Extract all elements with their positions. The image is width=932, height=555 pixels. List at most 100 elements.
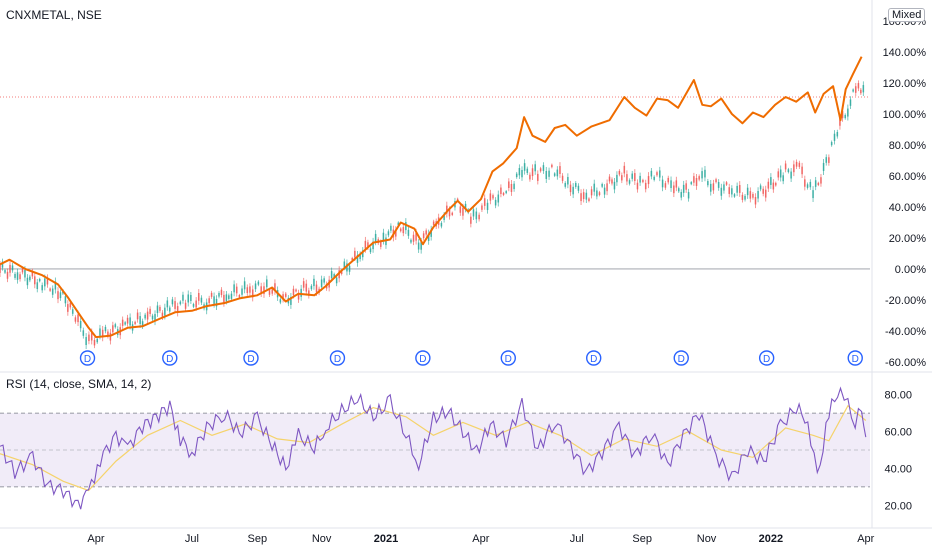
candle-body <box>361 250 364 258</box>
candle-body <box>310 285 313 290</box>
candle-body <box>472 209 475 217</box>
candle-body <box>767 181 770 189</box>
candle-body <box>795 161 798 167</box>
candle-body <box>613 181 616 190</box>
candle-body <box>69 302 72 308</box>
x-tick-label: Apr <box>857 533 874 545</box>
candle-body <box>323 278 325 283</box>
candle-body <box>757 191 759 199</box>
candle-body <box>71 309 74 314</box>
y-tick-label: 60.00% <box>889 171 927 183</box>
candle-body <box>749 191 752 199</box>
scale-mode-badge[interactable]: Mixed <box>888 8 926 22</box>
dividend-marker <box>79 350 96 366</box>
candle-body <box>302 281 305 288</box>
candle-body <box>698 176 700 180</box>
candle-body <box>529 174 531 180</box>
dividend-marker <box>415 350 431 366</box>
candle-body <box>860 89 862 94</box>
candle-body <box>611 179 613 184</box>
candle-body <box>351 257 354 261</box>
candle-body <box>717 182 720 188</box>
candle-body <box>704 169 706 178</box>
candle-body <box>762 188 764 194</box>
candle-body <box>494 199 497 206</box>
candle-body <box>728 187 731 194</box>
candle-body <box>107 331 109 337</box>
candle-body <box>213 296 215 304</box>
candle-body <box>82 330 85 336</box>
candle-body <box>263 286 265 295</box>
dividend-marker <box>243 350 259 366</box>
candle-body <box>74 317 77 322</box>
candle-body <box>451 212 454 215</box>
candle-body <box>36 282 39 289</box>
candle-body <box>523 163 526 171</box>
candle-body <box>367 242 369 248</box>
candle-body <box>746 187 749 196</box>
candle-body <box>67 304 69 312</box>
candle-body <box>215 298 218 307</box>
dividend-marker-label: D <box>247 354 254 365</box>
candle-body <box>782 175 784 182</box>
candle-body <box>772 182 775 190</box>
candle-body <box>315 284 318 293</box>
candle-body <box>634 173 636 182</box>
candle-body <box>19 274 21 280</box>
candle-body <box>126 317 129 324</box>
candle-body <box>539 168 542 172</box>
candle-body <box>601 183 603 187</box>
candle-body <box>195 300 197 308</box>
candle-body <box>787 169 790 173</box>
candle-body <box>29 276 31 281</box>
candle-body <box>500 187 502 194</box>
candle-body <box>313 278 315 287</box>
candle-body <box>631 173 633 179</box>
candle-body <box>486 202 489 211</box>
candle-body <box>603 187 606 195</box>
candle-body <box>623 165 626 174</box>
candle-body <box>420 241 422 250</box>
candle-body <box>228 295 230 299</box>
candle-body <box>372 241 374 250</box>
candle-body <box>569 184 572 193</box>
candle-body <box>830 142 833 146</box>
main-series-line <box>0 56 863 339</box>
y-tick-label: 0.00% <box>895 264 926 276</box>
candle-body <box>171 299 174 305</box>
rsi-indicator-title[interactable]: RSI (14, close, SMA, 14, 2) <box>6 377 152 391</box>
dividend-marker-label: D <box>852 354 859 365</box>
candle-body <box>515 173 518 178</box>
candle-body <box>290 296 292 305</box>
candle-body <box>139 316 141 324</box>
candle-body <box>784 163 787 170</box>
candle-body <box>77 314 79 323</box>
candle-body <box>210 292 213 297</box>
candle-body <box>134 321 136 325</box>
y-tick-label: -40.00% <box>885 326 926 338</box>
candle-body <box>626 174 628 182</box>
candle-body <box>712 183 715 191</box>
candle-body <box>642 179 644 183</box>
candle-body <box>588 198 590 202</box>
candle-body <box>667 177 670 183</box>
candle-body <box>628 180 631 184</box>
candle-body <box>618 170 621 175</box>
candle-body <box>176 306 179 313</box>
candle-body <box>223 294 225 303</box>
candle-body <box>492 195 494 199</box>
candle-body <box>462 207 464 216</box>
candle-body <box>49 288 51 291</box>
candle-body <box>246 287 249 294</box>
candle-body <box>574 183 577 187</box>
candle-body <box>836 132 839 137</box>
candle-body <box>154 314 156 322</box>
candle-body <box>129 317 131 326</box>
candle-body <box>218 292 220 297</box>
x-tick-label: Jul <box>185 533 199 545</box>
candle-body <box>443 214 445 220</box>
candle-body <box>731 188 733 195</box>
candle-body <box>770 177 772 185</box>
